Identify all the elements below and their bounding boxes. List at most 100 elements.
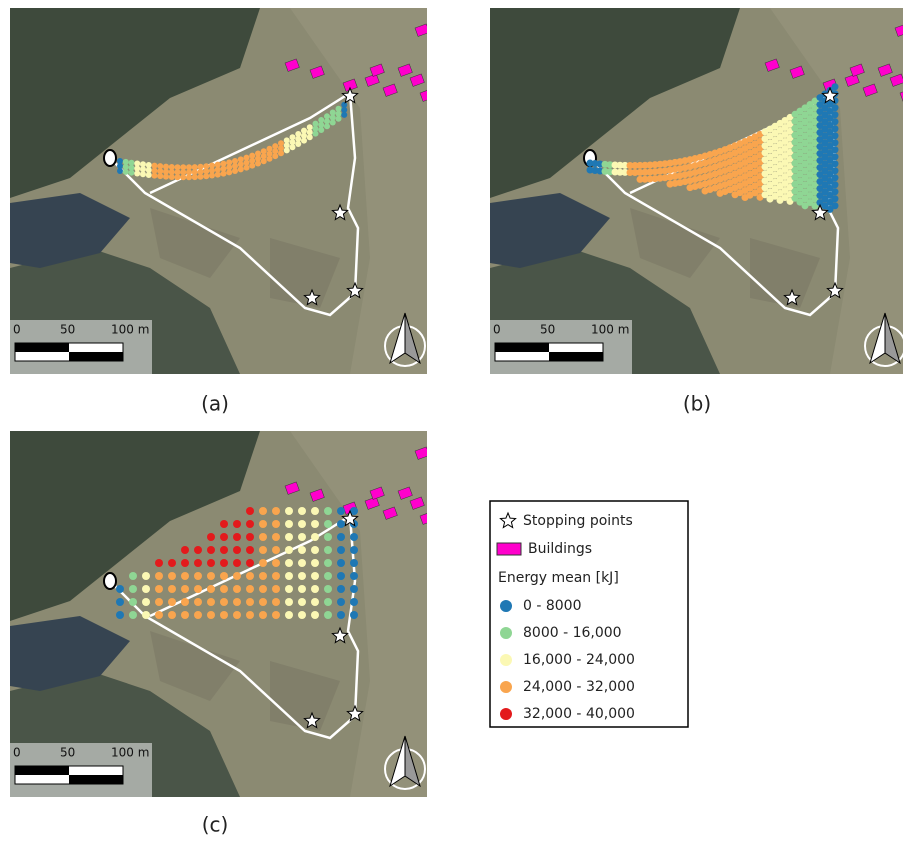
energy-point <box>298 572 306 580</box>
energy-point <box>350 598 358 606</box>
energy-point <box>142 611 150 619</box>
energy-point <box>169 174 175 180</box>
energy-point <box>259 520 267 528</box>
energy-point <box>116 598 124 606</box>
scale-label: 100 m <box>111 746 149 760</box>
energy-point <box>168 585 176 593</box>
energy-point <box>226 169 232 175</box>
energy-point <box>298 611 306 619</box>
energy-point <box>180 174 186 180</box>
energy-point <box>285 520 293 528</box>
energy-point <box>129 611 137 619</box>
scale-label: 100 m <box>591 323 629 337</box>
energy-point <box>207 559 215 567</box>
energy-point <box>285 559 293 567</box>
energy-point <box>311 611 319 619</box>
energy-point <box>272 585 280 593</box>
energy-point <box>272 507 280 515</box>
energy-point <box>318 127 324 133</box>
energy-point <box>350 611 358 619</box>
energy-point <box>272 559 280 567</box>
energy-point <box>311 507 319 515</box>
energy-point <box>311 546 319 554</box>
energy-point <box>220 572 228 580</box>
energy-point <box>298 507 306 515</box>
energy-point <box>337 546 345 554</box>
energy-point <box>233 598 241 606</box>
energy-point <box>324 611 332 619</box>
energy-point <box>284 147 290 153</box>
energy-point <box>259 507 267 515</box>
energy-point <box>181 546 189 554</box>
energy-point <box>207 533 215 541</box>
energy-point <box>337 533 345 541</box>
energy-point <box>324 533 332 541</box>
energy-point <box>324 585 332 593</box>
energy-point <box>181 572 189 580</box>
scale-bar <box>15 343 69 352</box>
legend-swatch <box>500 681 512 693</box>
energy-point <box>246 546 254 554</box>
scale-label: 0 <box>13 746 21 760</box>
energy-point <box>832 118 839 125</box>
legend-swatch <box>500 600 512 612</box>
energy-point <box>278 150 284 156</box>
energy-point <box>337 611 345 619</box>
energy-point <box>238 166 244 172</box>
energy-point <box>194 559 202 567</box>
energy-point <box>168 611 176 619</box>
energy-point <box>192 174 198 180</box>
energy-point <box>134 170 140 176</box>
energy-point <box>350 572 358 580</box>
energy-point <box>207 572 215 580</box>
energy-point <box>832 125 839 132</box>
energy-point <box>129 170 135 176</box>
energy-point <box>832 111 839 118</box>
legend-label: Stopping points <box>523 513 633 529</box>
energy-point <box>246 572 254 580</box>
energy-point <box>285 585 293 593</box>
energy-point <box>324 559 332 567</box>
legend-label: 24,000 - 32,000 <box>523 679 635 695</box>
energy-point <box>350 533 358 541</box>
energy-point <box>350 585 358 593</box>
energy-point <box>285 572 293 580</box>
energy-point <box>324 123 330 129</box>
energy-point <box>220 520 228 528</box>
energy-point <box>233 572 241 580</box>
energy-point <box>168 598 176 606</box>
energy-point <box>220 585 228 593</box>
energy-point <box>311 520 319 528</box>
energy-point <box>832 188 839 195</box>
scale-bar <box>69 352 123 361</box>
energy-point <box>259 572 267 580</box>
energy-point <box>207 546 215 554</box>
energy-point <box>285 611 293 619</box>
energy-point <box>246 598 254 606</box>
energy-point <box>168 559 176 567</box>
energy-point <box>832 174 839 181</box>
energy-point <box>272 572 280 580</box>
map-panel: 0 50 100 m <box>10 431 434 797</box>
energy-point <box>246 611 254 619</box>
energy-point <box>116 585 124 593</box>
scale-label: 50 <box>60 746 75 760</box>
energy-point <box>285 533 293 541</box>
energy-point <box>194 585 202 593</box>
legend-building <box>497 543 521 555</box>
legend-label: Buildings <box>528 541 592 557</box>
energy-point <box>285 546 293 554</box>
energy-point <box>272 611 280 619</box>
energy-point <box>311 585 319 593</box>
energy-point <box>330 120 336 126</box>
energy-point <box>337 598 345 606</box>
energy-point <box>194 572 202 580</box>
energy-point <box>298 520 306 528</box>
energy-point <box>209 173 215 179</box>
energy-point <box>832 83 839 90</box>
energy-point <box>255 161 261 167</box>
energy-point <box>272 546 280 554</box>
energy-point <box>246 585 254 593</box>
energy-point <box>142 572 150 580</box>
map-body: 050100 m <box>10 8 434 374</box>
